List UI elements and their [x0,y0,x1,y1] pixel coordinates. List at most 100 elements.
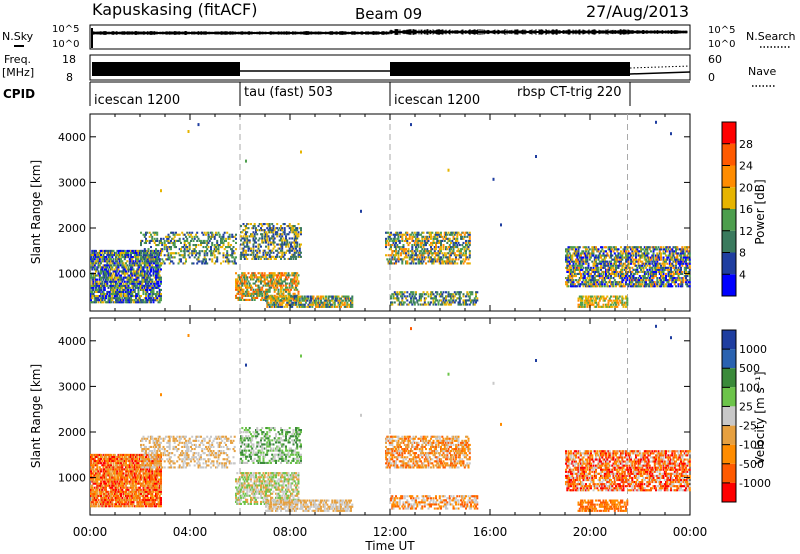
power-echo-cell [273,237,276,240]
power-echo-cell [100,297,102,300]
power-echo-cell [276,233,279,236]
power-echo-cell [258,223,261,226]
power-echo-cell [235,286,237,289]
power-echo-cell [442,291,445,294]
power-echo-cell [261,288,264,291]
power-echo-cell [132,282,135,285]
power-echo-cell [281,274,284,277]
power-echo-cell [586,258,589,261]
power-echo-cell [416,237,419,240]
power-echo-cell [571,256,574,259]
power-echo-cell [263,274,266,277]
power-echo-cell [453,241,456,244]
power-echo-cell [633,283,636,286]
power-echo-cell [171,256,174,259]
power-echo-cell [141,282,144,285]
power-echo-cell [600,250,602,253]
power-echo-cell [272,225,275,228]
power-echo-cell [587,266,590,269]
power-echo-cell [243,253,246,256]
power-echo-cell [243,239,246,242]
power-echo-cell [320,305,322,308]
power-echo-cell [133,270,136,273]
power-echo-cell [298,249,301,252]
power-echo-cell [216,260,219,263]
power-echo-cell [246,290,249,293]
power-echo-cell [280,229,282,232]
power-echo-cell [640,246,642,249]
power-echo-cell [225,256,227,259]
power-echo-cell [423,241,426,244]
power-echo-cell [610,264,612,267]
power-echo-cell [396,291,399,294]
power-echo-cell [270,241,272,244]
power-echo-cell [607,254,610,257]
power-echo-cell [391,250,394,253]
power-echo-cell [116,290,119,293]
power-echo-cell [130,301,132,304]
power-echo-cell [293,249,296,252]
power-echo-cell [582,277,585,280]
power-echo-cell [247,272,250,275]
power-echo-cell [143,274,146,277]
power-echo-cell [92,276,95,279]
power-echo-cell [106,293,109,296]
power-echo-cell [127,270,130,273]
power-echo-cell [336,297,339,300]
power-echo-cell [233,262,236,265]
power-echo-cell [426,235,429,238]
power-echo-cell [642,268,645,271]
power-echo-cell [248,286,251,289]
power-echo-cell [573,285,576,288]
power-echo-cell [117,262,120,265]
power-echo-cell [458,254,461,257]
power-echo-cell [146,258,149,261]
power-echo-cell [245,284,247,287]
power-echo-cell [235,280,237,283]
power-echo-cell [295,235,297,238]
power-echo-cell [145,239,147,242]
power-echo-cell [245,274,247,277]
power-echo-cell [277,251,280,254]
power-echo-cell [436,231,439,234]
power-echo-cell [277,280,280,283]
power-echo-cell [271,282,274,285]
power-echo-cell [620,272,622,275]
power-echo-cell [156,237,159,240]
power-echo-cell [641,248,644,251]
power-echo-cell [298,255,301,258]
power-echo-cell [242,243,245,246]
power-echo-cell [596,256,599,259]
power-echo-cell [196,258,199,261]
power-echo-cell [261,239,264,242]
power-echo-cell [126,268,129,271]
power-echo-cell [403,252,406,255]
power-echo-cell [155,248,157,251]
power-echo-cell [295,303,297,306]
power-echo-cell [395,239,397,242]
power-echo-cell [173,256,176,259]
power-echo-cell [598,260,601,263]
power-echo-cell [297,231,300,234]
power-echo-cell [146,264,149,267]
power-echo-cell [96,288,99,291]
power-echo-cell [390,248,392,251]
power-echo-cell [267,229,270,232]
power-echo-cell [397,254,400,257]
power-echo-cell [288,225,291,228]
power-echo-cell [163,241,166,244]
power-echo-cell [388,262,391,265]
power-echo-cell [252,255,255,258]
power-echo-cell [161,244,164,247]
power-echo-cell [156,274,159,277]
power-echo-cell [148,272,151,275]
power-echo-cell [237,286,240,289]
power-echo-cell [108,301,111,304]
power-echo-cell [255,257,257,260]
power-echo-cell [438,250,441,253]
power-echo-cell [200,239,202,242]
power-echo-cell [133,256,136,259]
power-echo-cell [618,262,621,265]
power-echo-cell [103,266,106,269]
power-echo-cell [241,278,244,281]
